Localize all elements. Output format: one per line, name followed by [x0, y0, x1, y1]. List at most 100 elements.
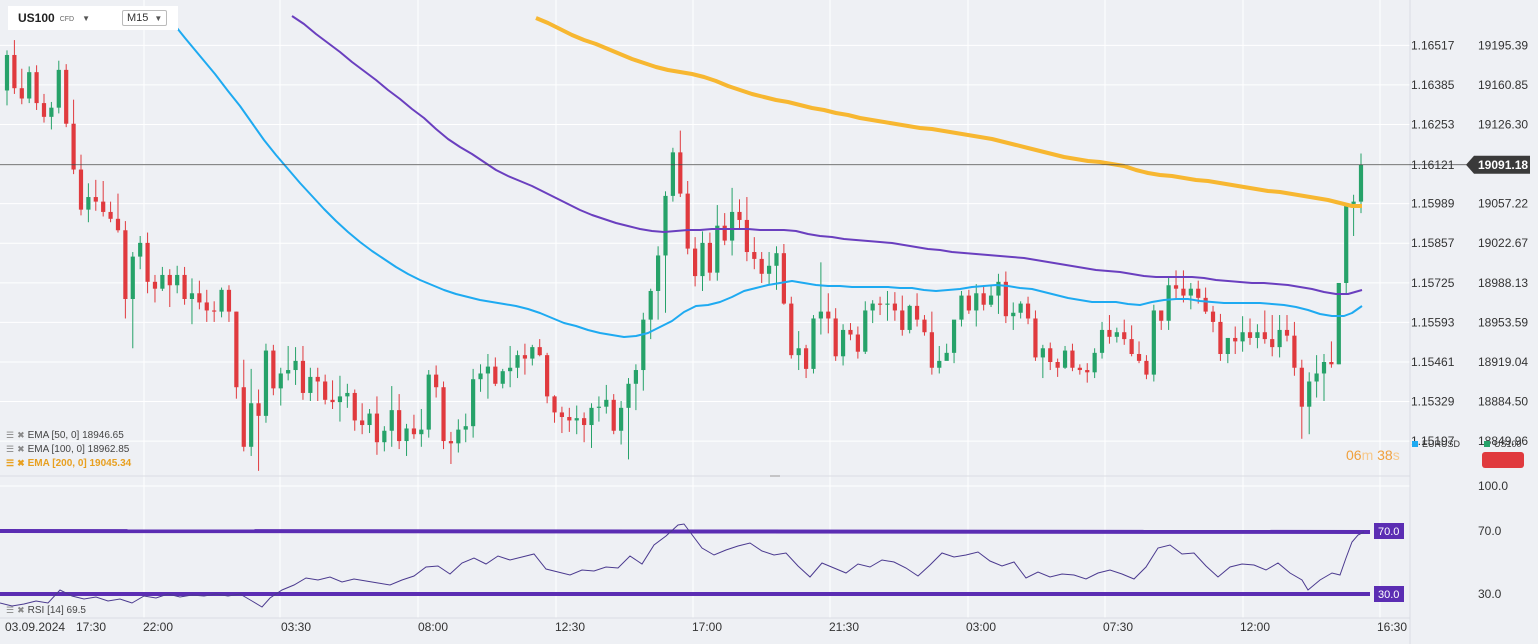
candle	[456, 419, 461, 453]
rsi-pane	[0, 478, 1410, 618]
eurusd-color-swatch	[1412, 441, 1418, 447]
candle-body	[803, 348, 809, 369]
candle	[330, 380, 335, 409]
candle	[1270, 315, 1275, 357]
candle-body	[448, 441, 454, 444]
candle-body	[966, 295, 971, 311]
settings-icon[interactable]: ☰	[6, 605, 15, 615]
instrument-label: US100	[1494, 439, 1522, 449]
candle-body	[56, 69, 61, 108]
candle-body	[308, 376, 313, 393]
candle-body	[130, 256, 135, 300]
candle-body	[1225, 337, 1230, 354]
candle-body	[752, 252, 757, 259]
candle-body	[1151, 310, 1156, 375]
candle-body	[493, 366, 498, 384]
candle	[1233, 326, 1238, 354]
us100-color-swatch	[1484, 441, 1490, 447]
secondary-axis-label: 1.16253	[1411, 118, 1455, 132]
legend-ema200[interactable]: ☰ ✖ EMA [200, 0] 19045.34	[6, 458, 131, 469]
candle	[715, 205, 720, 281]
rsi-level-badge-bg	[1374, 523, 1404, 539]
candle	[115, 193, 121, 233]
close-icon[interactable]: ✖	[17, 458, 25, 468]
candle	[123, 221, 128, 319]
candle-body	[485, 366, 491, 374]
symbol-dropdown-icon[interactable]: ▼	[82, 13, 91, 23]
candle	[1033, 310, 1038, 361]
candle-body	[226, 289, 232, 312]
candle	[522, 343, 528, 375]
candle-body	[123, 230, 128, 300]
candle	[315, 367, 320, 401]
current-price-badge: 19091.18	[1466, 155, 1530, 174]
close-icon[interactable]: ✖	[17, 605, 25, 615]
candle	[530, 344, 535, 366]
candle	[374, 396, 380, 455]
candle	[855, 326, 860, 359]
candle-body	[108, 211, 113, 219]
settings-icon[interactable]: ☰	[6, 458, 15, 468]
candle	[197, 280, 202, 310]
candle	[604, 384, 609, 414]
candle-body	[337, 396, 343, 403]
candle-body	[278, 373, 283, 389]
legend-ema100[interactable]: ☰ ✖ EMA [100, 0] 18962.85	[6, 444, 129, 455]
candle	[833, 308, 838, 361]
timeframe-select[interactable]: M15 ▼	[122, 10, 168, 26]
rsi-axis-label: 70.0	[1478, 524, 1502, 538]
candle-body	[1321, 362, 1327, 374]
settings-icon[interactable]: ☰	[6, 444, 15, 454]
legend-ema50[interactable]: ☰ ✖ EMA [50, 0] 18946.65	[6, 430, 124, 441]
candle-body	[34, 72, 39, 104]
time-axis-label: 07:30	[1103, 620, 1133, 634]
candle-body	[204, 302, 209, 311]
settings-icon[interactable]: ☰	[6, 430, 15, 440]
instrument-tag-eurusd[interactable]: EURUSD	[1412, 439, 1460, 449]
close-icon[interactable]: ✖	[17, 430, 25, 440]
candle	[892, 292, 897, 321]
candle-body	[737, 211, 742, 220]
candle-body	[500, 371, 505, 384]
legend-ema200-label: EMA [200, 0] 19045.34	[27, 458, 132, 469]
candle-body	[522, 355, 528, 359]
time-axis-label: 21:30	[829, 620, 859, 634]
candle-body	[404, 428, 409, 442]
candle	[1129, 325, 1134, 357]
candle	[1136, 341, 1142, 364]
candle	[974, 284, 979, 327]
candle	[300, 345, 306, 400]
candle-body	[1329, 362, 1334, 365]
symbol-label[interactable]: US100	[18, 11, 55, 25]
countdown-minutes: 06	[1346, 447, 1362, 463]
candle	[1018, 301, 1023, 319]
candle	[1358, 153, 1364, 214]
legend-rsi[interactable]: ☰ ✖ RSI [14] 69.5	[6, 605, 86, 616]
candle	[574, 405, 579, 435]
candle-body	[1099, 329, 1105, 353]
candle	[485, 353, 491, 399]
sell-indicator-badge[interactable]	[1482, 452, 1524, 468]
candle-body	[1218, 321, 1223, 354]
candle-body	[86, 197, 91, 210]
candle	[41, 93, 47, 123]
candle	[848, 323, 853, 341]
price-pane	[0, 0, 1410, 476]
close-icon[interactable]: ✖	[17, 444, 25, 454]
candle-body	[545, 355, 550, 397]
instrument-tag-us100[interactable]: US100	[1484, 439, 1522, 449]
price-axis-label: 18988.13	[1478, 276, 1528, 290]
candle-body	[19, 88, 24, 99]
candle-body	[1144, 360, 1149, 375]
candle-body	[648, 290, 653, 320]
candle	[175, 265, 180, 294]
candle-body	[1011, 312, 1016, 317]
candle	[426, 370, 431, 438]
candle-body	[219, 289, 224, 312]
candle	[737, 199, 742, 230]
candle	[419, 408, 424, 447]
current-price-value: 19091.18	[1478, 158, 1528, 172]
candle	[345, 383, 350, 408]
candle	[818, 262, 823, 335]
